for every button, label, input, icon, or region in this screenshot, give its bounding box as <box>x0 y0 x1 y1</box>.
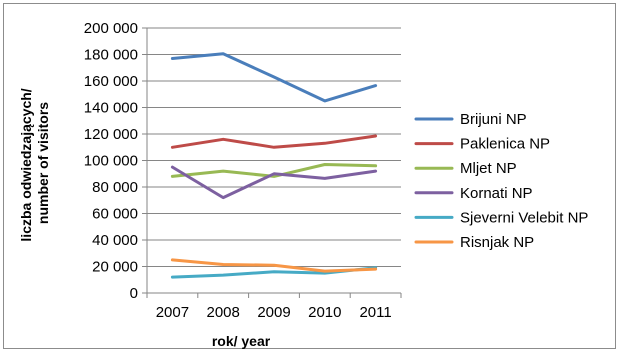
y-tick-label: 60 000 <box>92 206 138 223</box>
y-axis-title: liczba odwiedzających/ number of visitor… <box>18 84 51 241</box>
y-tick-label: 200 000 <box>84 20 138 37</box>
x-tick-label: 2010 <box>308 304 341 321</box>
legend-label-risnjak-np: Risnjak NP <box>460 234 534 251</box>
y-tick-label: 120 000 <box>84 126 138 143</box>
y-tick-labels: 0 20 000 40 000 60 000 80 000 100 000 120 000 1… <box>84 20 138 302</box>
y-tick-label: 140 000 <box>84 100 138 117</box>
y-tick-label: 0 <box>130 285 138 302</box>
legend-label-sjeverni-velebit-np: Sjeverni Velebit NP <box>460 209 588 226</box>
y-axis-title-line-2: number of visitors <box>35 102 51 224</box>
y-tick-label: 80 000 <box>92 179 138 196</box>
series-line-kornati-np <box>170 165 378 200</box>
y-axis-title-line-1: liczba odwiedzających/ <box>18 88 34 241</box>
x-tick-labels: 2007 2008 2009 2010 2011 <box>156 304 392 321</box>
legend-label-brijuni-np: Brijuni NP <box>460 111 527 128</box>
series-line-paklenica-np <box>170 134 378 149</box>
series-line-risnjak-np <box>170 258 378 273</box>
x-axis-title: rok/ year <box>212 333 271 349</box>
gridlines <box>147 27 401 267</box>
legend-label-paklenica-np: Paklenica NP <box>460 136 550 153</box>
axes <box>142 27 402 298</box>
y-tick-label: 180 000 <box>84 47 138 64</box>
series-line-brijuni-np <box>170 52 378 103</box>
x-tick-label: 2009 <box>257 304 290 321</box>
x-tick-label: 2011 <box>359 304 391 321</box>
y-tick-label: 160 000 <box>84 73 138 90</box>
x-tick-label: 2008 <box>207 304 240 321</box>
legend-label-mljet-np: Mljet NP <box>460 160 517 177</box>
y-tick-label: 40 000 <box>92 232 138 249</box>
series-line-mljet-np <box>170 163 378 178</box>
x-tick-label: 2007 <box>156 304 189 321</box>
y-tick-label: 100 000 <box>84 153 138 170</box>
series-lines <box>170 52 378 279</box>
legend: Brijuni NP Paklenica NP Mljet NP Kornati NP… <box>414 111 588 251</box>
y-tick-label: 20 000 <box>92 259 138 276</box>
legend-label-kornati-np: Kornati NP <box>460 185 533 202</box>
